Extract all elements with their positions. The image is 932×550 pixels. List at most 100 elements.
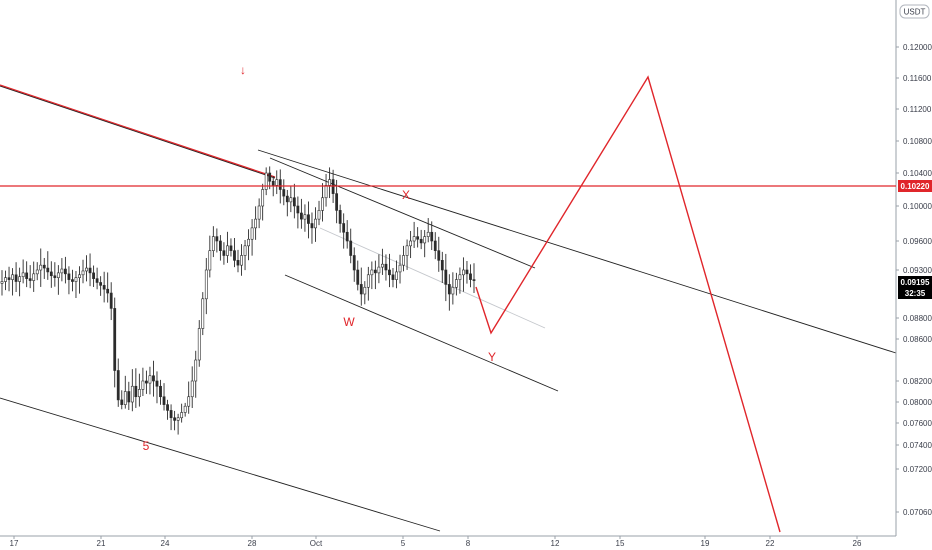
candle-up bbox=[264, 172, 268, 190]
candle-down bbox=[285, 195, 289, 203]
trendlines bbox=[0, 84, 897, 532]
time-tick-label: Oct bbox=[310, 539, 323, 548]
candle-down bbox=[159, 385, 162, 398]
candle-up bbox=[363, 286, 367, 295]
time-axis-ticks: 17 21 24 28 Oct 5 8 12 15 19 22 26 bbox=[10, 536, 862, 548]
candle-up bbox=[21, 272, 25, 278]
candle-down bbox=[145, 380, 148, 384]
last-price-label: 0.09195 bbox=[901, 278, 930, 287]
candle-up bbox=[148, 375, 152, 384]
wave-label-5: 5 bbox=[143, 439, 150, 453]
candle-up bbox=[402, 255, 405, 266]
candle-down bbox=[218, 240, 222, 251]
price-axis-bg bbox=[896, 0, 932, 536]
candle-up bbox=[370, 269, 374, 276]
time-tick-label: 15 bbox=[616, 539, 625, 548]
candle-up bbox=[398, 264, 402, 273]
currency-badge[interactable] bbox=[899, 4, 930, 19]
candle-up bbox=[4, 277, 7, 282]
candle-down bbox=[95, 278, 99, 283]
candle-down bbox=[236, 260, 240, 266]
price-tick-label: 0.11200 bbox=[903, 105, 932, 114]
projection-line bbox=[475, 75, 781, 533]
candle-up bbox=[81, 270, 85, 276]
candle-down bbox=[134, 385, 138, 398]
trendline bbox=[0, 84, 276, 178]
candle-down bbox=[433, 240, 437, 251]
candle-down bbox=[342, 223, 346, 233]
candle-up bbox=[451, 286, 455, 295]
candle-up bbox=[426, 231, 430, 237]
candle-down bbox=[106, 288, 110, 294]
candle-up bbox=[257, 205, 261, 220]
candle-up bbox=[180, 412, 184, 419]
candle-down bbox=[49, 271, 53, 277]
candle-up bbox=[314, 218, 317, 229]
candle-down bbox=[169, 410, 173, 419]
price-tick-label: 0.09300 bbox=[903, 266, 932, 275]
candle-up bbox=[377, 266, 381, 274]
candle-up bbox=[250, 227, 254, 240]
time-tick-label: 12 bbox=[551, 539, 560, 548]
candle-up bbox=[381, 263, 384, 268]
candle-up bbox=[462, 269, 465, 276]
candle-up bbox=[321, 197, 324, 211]
countdown-label: 32:35 bbox=[905, 289, 926, 298]
candle-down bbox=[42, 264, 46, 269]
candle-down bbox=[391, 274, 395, 280]
candle-down bbox=[278, 179, 282, 190]
candle-up bbox=[60, 268, 64, 274]
candle-up bbox=[187, 396, 191, 407]
currency-label[interactable]: USDT bbox=[899, 4, 930, 19]
time-tick-label: 26 bbox=[853, 539, 862, 548]
candle-up bbox=[405, 245, 409, 256]
candle-up bbox=[78, 274, 81, 278]
candle-down bbox=[444, 269, 448, 285]
price-tick-label: 0.09600 bbox=[903, 237, 932, 246]
candle-down bbox=[268, 172, 272, 182]
candle-down bbox=[349, 240, 353, 256]
candle-down bbox=[116, 370, 120, 401]
time-tick-label: 22 bbox=[766, 539, 775, 548]
candle-down bbox=[356, 269, 360, 285]
candle-down bbox=[113, 308, 117, 371]
wave-label-y: Y bbox=[488, 350, 496, 364]
time-tick-label: 5 bbox=[401, 539, 406, 548]
annotations: 5 W X Y ↓ bbox=[143, 63, 496, 453]
price-tick-label: 0.07600 bbox=[903, 419, 932, 428]
candle-up bbox=[11, 274, 14, 280]
candle-down bbox=[271, 180, 275, 186]
candle-up bbox=[328, 179, 331, 186]
price-tick-label: 0.08600 bbox=[903, 335, 932, 344]
last-price-badge bbox=[898, 276, 932, 299]
candle-up bbox=[183, 405, 187, 413]
candle-down bbox=[25, 272, 29, 279]
time-tick-label: 28 bbox=[248, 539, 257, 548]
candle-up bbox=[39, 264, 43, 271]
candle-up bbox=[454, 279, 458, 288]
candle-up bbox=[243, 245, 247, 256]
candle-down bbox=[437, 250, 441, 261]
candle-down bbox=[71, 279, 74, 282]
candle-down bbox=[352, 255, 356, 271]
wave-label-x: X bbox=[402, 188, 410, 202]
price-tick-label: 0.10800 bbox=[903, 137, 932, 146]
candle-up bbox=[289, 197, 293, 203]
candle-down bbox=[307, 214, 310, 224]
candle-up bbox=[275, 179, 279, 186]
candle-up bbox=[32, 273, 36, 281]
candle-down bbox=[359, 284, 363, 295]
candle-up bbox=[208, 250, 212, 271]
candle-up bbox=[317, 210, 321, 220]
trendline bbox=[0, 85, 276, 179]
price-tick-label: 0.08000 bbox=[903, 398, 932, 407]
candle-up bbox=[226, 245, 229, 256]
candle-up bbox=[240, 255, 243, 266]
candle-down bbox=[14, 274, 18, 282]
candle-down bbox=[222, 250, 226, 256]
candle-up bbox=[366, 274, 370, 288]
resistance-price-label: 0.10220 bbox=[901, 182, 930, 191]
candle-down bbox=[229, 245, 233, 251]
candle-up bbox=[458, 274, 462, 280]
